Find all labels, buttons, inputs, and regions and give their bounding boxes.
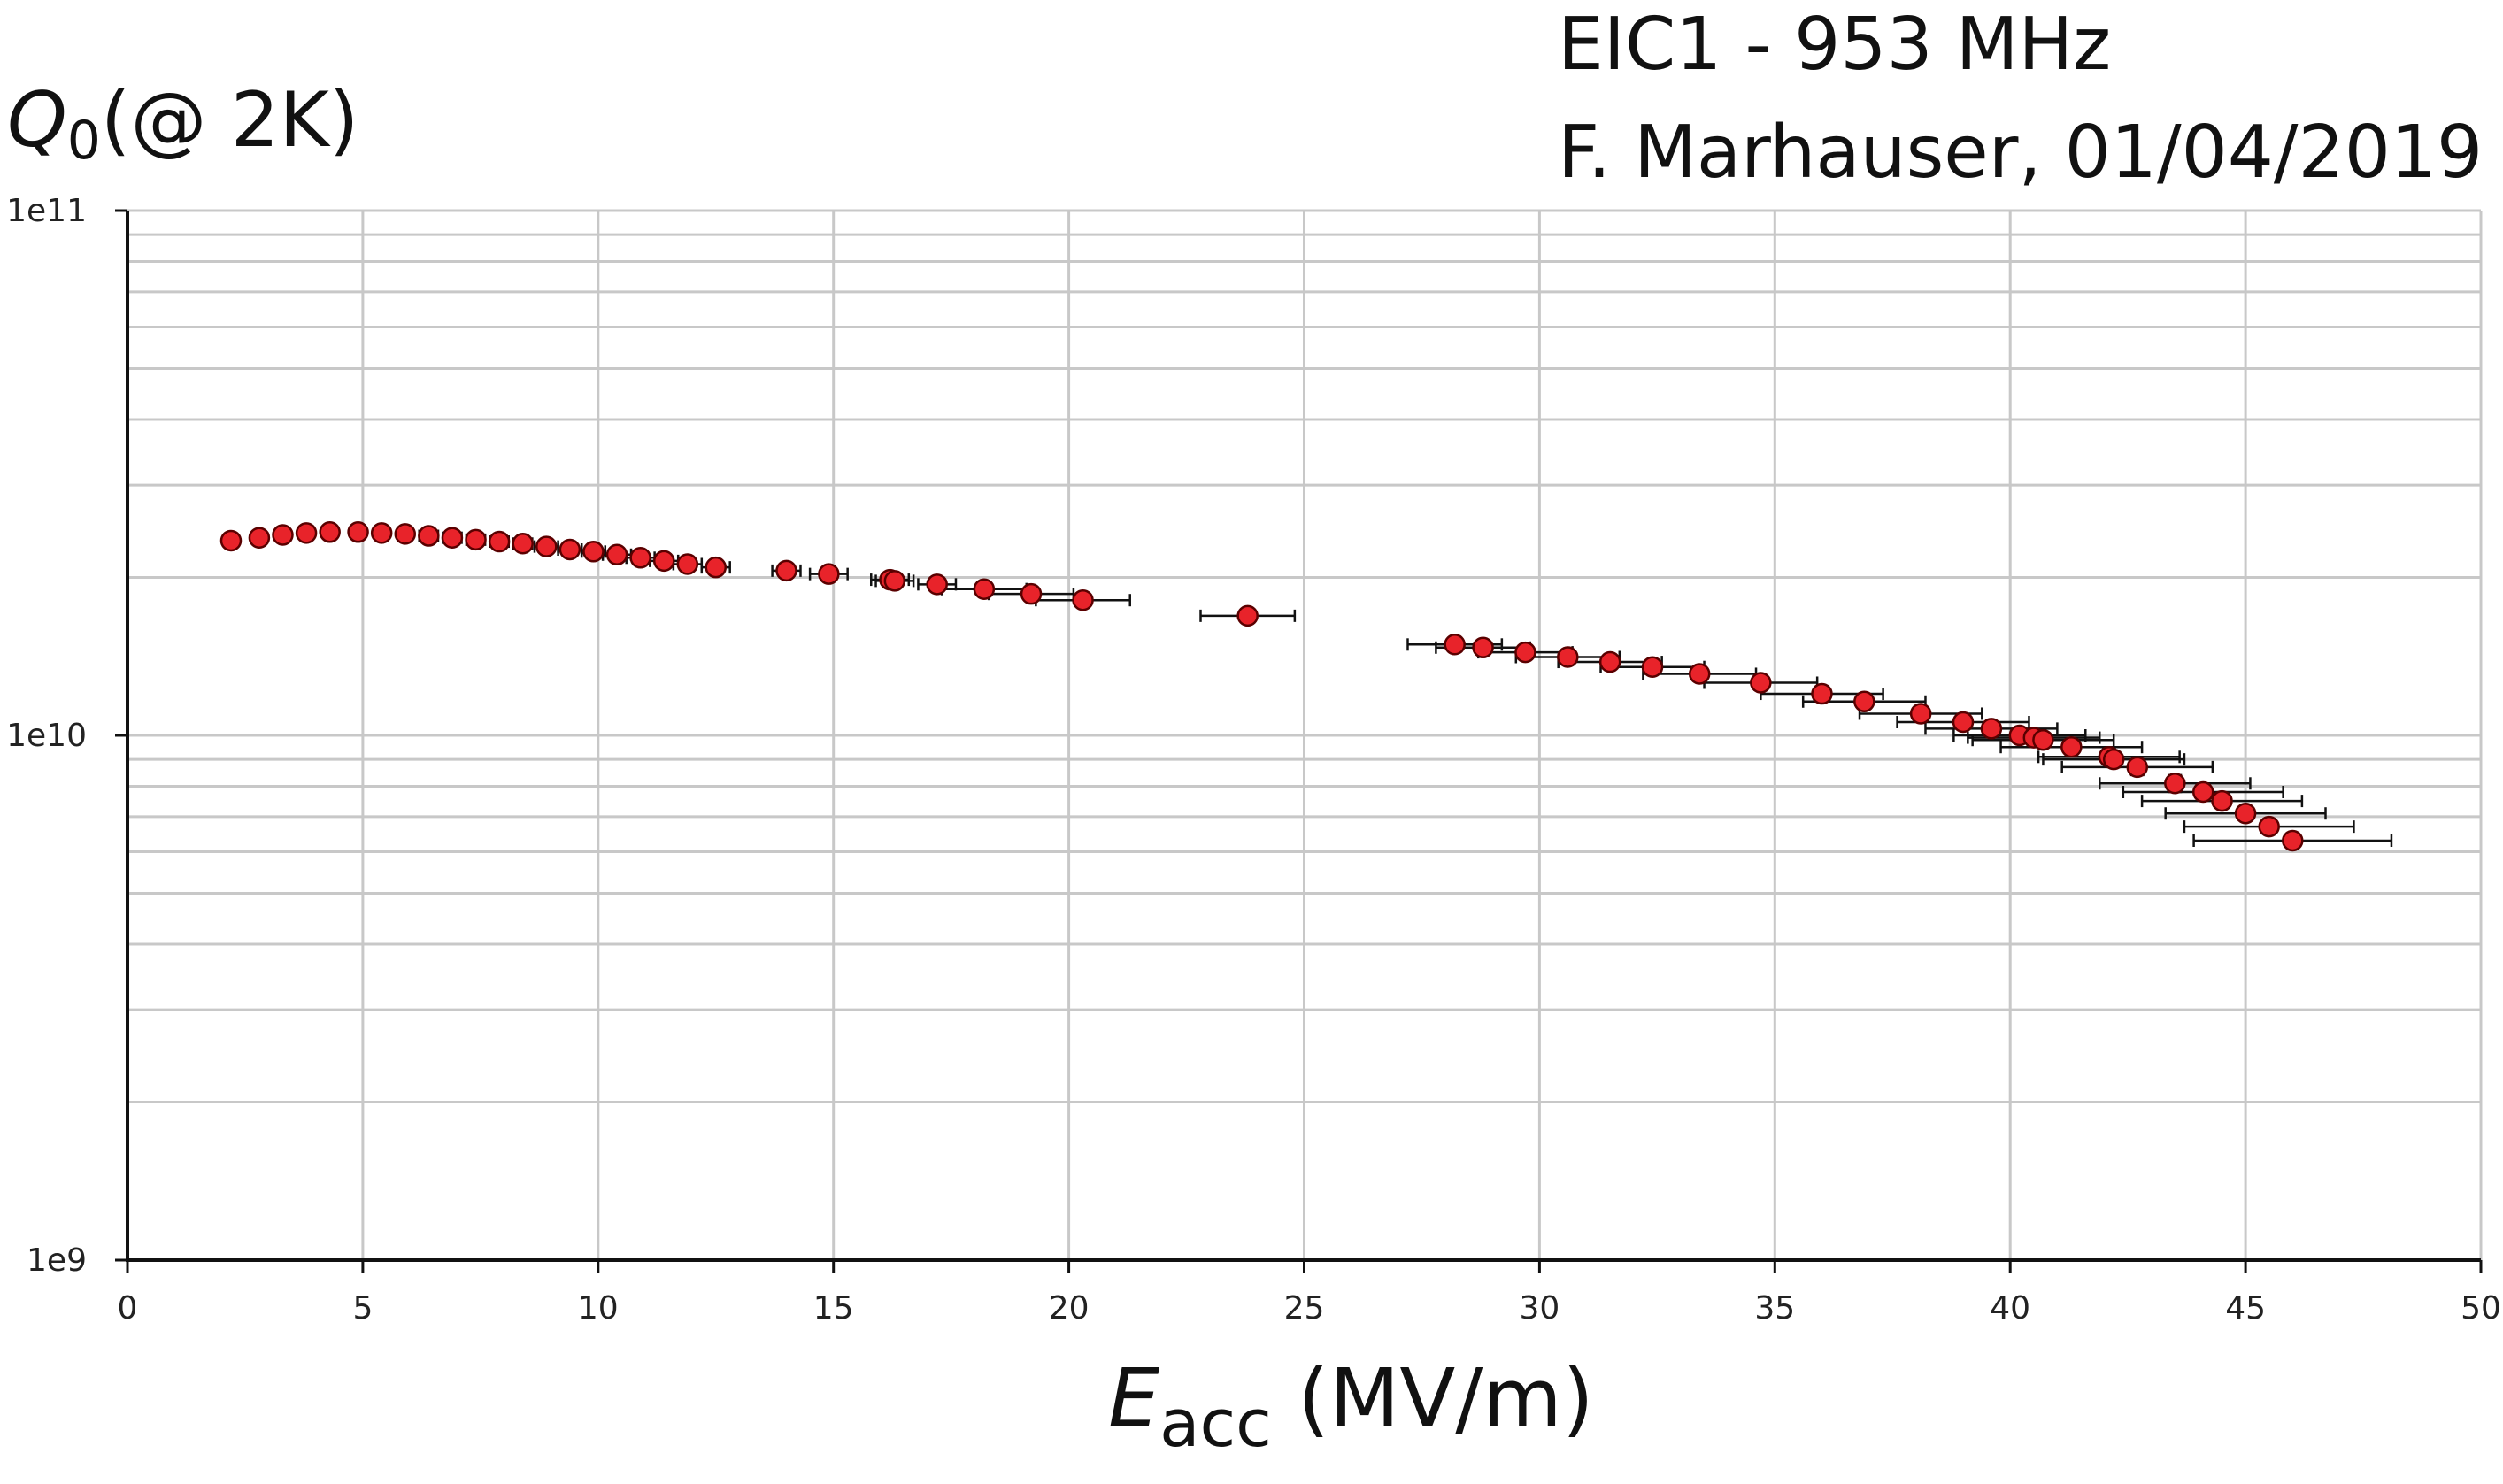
data-point	[394, 523, 417, 545]
x-tick-label: 50	[2461, 1290, 2501, 1326]
data-point	[558, 538, 581, 561]
data-point	[1020, 582, 1043, 605]
data-point	[926, 573, 948, 596]
data-point	[1952, 711, 1975, 734]
data-point	[2060, 735, 2083, 758]
data-point	[705, 556, 727, 579]
data-point	[973, 578, 996, 600]
x-axis-label-main: E	[1108, 1351, 1159, 1446]
data-point	[2282, 829, 2304, 852]
data-point	[2191, 780, 2214, 804]
data-point	[441, 527, 464, 549]
data-point	[2211, 789, 2233, 812]
x-tick-label: 5	[352, 1290, 373, 1326]
data-point	[1598, 650, 1621, 673]
data-point	[219, 529, 243, 552]
data-point	[2102, 748, 2125, 771]
x-tick-label: 10	[578, 1290, 619, 1326]
data-point	[605, 543, 628, 566]
grid	[127, 209, 2483, 1260]
y-tick-label: 1e11	[6, 193, 87, 229]
data-point	[2032, 728, 2054, 751]
tick-labels: 0 5 10 15 20 25 30 35 40 45 50 1e9 1e10 1e11	[6, 193, 2501, 1326]
data-point	[488, 530, 511, 553]
x-tick-label: 25	[1284, 1290, 1325, 1326]
data-point	[1514, 641, 1536, 664]
data-point	[1909, 703, 1932, 725]
x-tick-label: 30	[1519, 1290, 1560, 1326]
data-point	[629, 547, 651, 569]
data-point	[582, 541, 605, 563]
y-tick-label: 1e10	[6, 718, 87, 754]
data-point	[1444, 634, 1466, 656]
x-tick-label: 0	[118, 1290, 138, 1326]
data-point	[347, 521, 369, 543]
data-point	[883, 570, 906, 592]
data-point	[295, 522, 318, 544]
data-point	[1750, 672, 1772, 694]
data-point	[775, 559, 797, 582]
data-point	[465, 528, 487, 551]
x-tick-label: 15	[813, 1290, 854, 1326]
chart-title-line-1: EIC1 - 953 MHz	[1558, 3, 2111, 87]
data-point	[1980, 718, 2003, 740]
data-point	[2234, 802, 2257, 825]
x-tick-label: 45	[2225, 1290, 2266, 1326]
axes	[115, 209, 2483, 1273]
data-point	[1688, 663, 1711, 685]
y-axis-label: Q0(@ 2K)	[7, 76, 358, 172]
x-axis-label: Eacc (MV/m)	[1108, 1351, 1594, 1462]
x-axis-label-sub: acc	[1159, 1386, 1272, 1462]
y-tick-label: 1e9	[27, 1242, 87, 1279]
y-axis-label-rest: (@ 2K)	[101, 76, 359, 165]
data-point	[248, 527, 271, 549]
data-point	[272, 524, 294, 546]
data-point	[319, 521, 341, 543]
y-axis-label-sub: 0	[67, 110, 101, 172]
data-point	[370, 522, 393, 544]
x-tick-label: 35	[1754, 1290, 1795, 1326]
data-point	[418, 525, 440, 547]
data-point	[653, 550, 675, 573]
data-point	[676, 553, 699, 575]
data-point	[1236, 604, 1259, 627]
data-point	[818, 563, 840, 585]
data-point	[1853, 690, 1875, 713]
data-point	[1472, 636, 1494, 659]
data-point	[1557, 646, 1579, 668]
data-point	[1811, 682, 1833, 705]
x-axis-label-rest: (MV/m)	[1272, 1351, 1594, 1446]
data-point	[1641, 656, 1664, 678]
data-point	[2258, 815, 2280, 838]
data-point	[2126, 756, 2149, 779]
data-point	[2164, 773, 2186, 795]
data-point	[512, 533, 534, 555]
data-points	[219, 521, 2304, 852]
x-tick-label: 20	[1049, 1290, 1090, 1326]
data-point	[1072, 588, 1094, 611]
chart-title-line-2: F. Marhauser, 01/04/2019	[1558, 111, 2483, 195]
y-axis-label-main: Q	[7, 76, 67, 165]
data-point	[535, 535, 558, 557]
x-tick-label: 40	[1990, 1290, 2030, 1326]
